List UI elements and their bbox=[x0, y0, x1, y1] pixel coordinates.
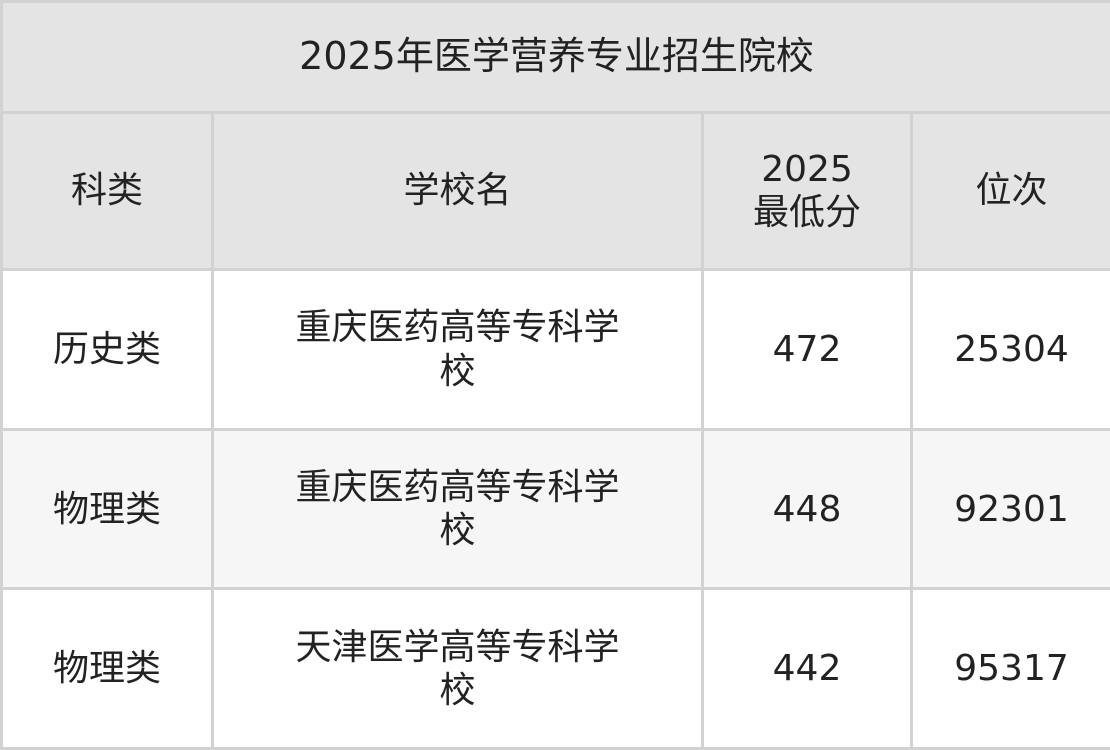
header-year: 2025 bbox=[761, 148, 853, 190]
header-rank: 位次 bbox=[909, 110, 1110, 272]
header-category: 科类 bbox=[0, 110, 214, 272]
header-min-score: 2025 最低分 bbox=[701, 110, 913, 272]
cell-min-score: 472 bbox=[701, 268, 913, 431]
table-row: 历史类 重庆医药高等专科学校 472 25304 bbox=[0, 268, 1110, 431]
header-min-label: 最低分 bbox=[752, 192, 861, 234]
cell-school: 天津医学高等专科学校 bbox=[211, 587, 704, 750]
cell-category: 历史类 bbox=[0, 268, 214, 431]
table-row: 物理类 天津医学高等专科学校 442 95317 bbox=[0, 587, 1110, 750]
cell-school: 重庆医药高等专科学校 bbox=[211, 427, 704, 591]
header-row: 科类 学校名 2025 最低分 位次 bbox=[0, 110, 1110, 272]
cell-rank: 95317 bbox=[909, 587, 1110, 750]
cell-school: 重庆医药高等专科学校 bbox=[211, 268, 704, 431]
cell-rank: 92301 bbox=[909, 427, 1110, 591]
cell-category: 物理类 bbox=[0, 587, 214, 750]
header-school: 学校名 bbox=[211, 110, 704, 272]
cell-rank: 25304 bbox=[909, 268, 1110, 431]
cell-min-score: 442 bbox=[701, 587, 913, 750]
cell-category: 物理类 bbox=[0, 427, 214, 591]
table-title: 2025年医学营养专业招生院校 bbox=[0, 0, 1110, 114]
cell-min-score: 448 bbox=[701, 427, 913, 591]
table-row: 物理类 重庆医药高等专科学校 448 92301 bbox=[0, 427, 1110, 591]
